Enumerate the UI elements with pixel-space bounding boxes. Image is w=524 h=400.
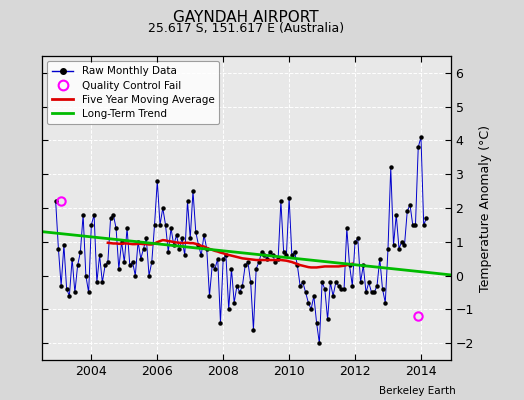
Text: Berkeley Earth: Berkeley Earth xyxy=(379,386,456,396)
Text: GAYNDAH AIRPORT: GAYNDAH AIRPORT xyxy=(173,10,319,25)
Text: 25.617 S, 151.617 E (Australia): 25.617 S, 151.617 E (Australia) xyxy=(148,22,344,35)
Legend: Raw Monthly Data, Quality Control Fail, Five Year Moving Average, Long-Term Tren: Raw Monthly Data, Quality Control Fail, … xyxy=(47,61,220,124)
Y-axis label: Temperature Anomaly (°C): Temperature Anomaly (°C) xyxy=(479,124,493,292)
